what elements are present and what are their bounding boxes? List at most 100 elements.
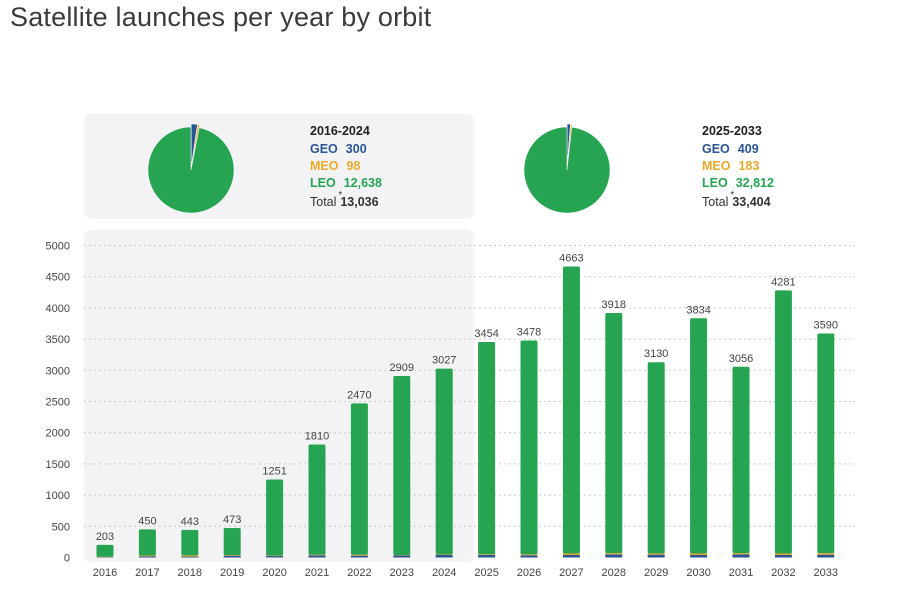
x-tick-label: 2021 [305,567,329,579]
legend-geo-value: 300 [346,142,367,156]
legend-leo-label: LEO [310,176,336,190]
pie-slice-geo [190,123,198,168]
bar-geo-2021 [308,555,326,558]
x-tick-label: 2025 [474,567,498,579]
bar-geo-2031 [732,554,750,558]
y-tick-label: 2500 [46,397,70,409]
bar-total-label-2027: 4663 [559,253,583,265]
bar-meo-2033 [817,553,835,555]
summary-period: 2016-2024 [310,124,370,138]
total-value: 13,036 [340,195,378,209]
legend-meo-label: MEO [310,159,339,173]
pie-chart-2016-2024 [147,123,235,214]
bar-leo-2027 [562,266,580,554]
y-tick-label: 3000 [46,365,70,377]
x-tick-label: 2023 [390,567,414,579]
gridlines [84,245,855,527]
bar-meo-2018 [181,555,199,557]
bar-geo-2028 [605,554,623,558]
bar-leo-2033 [817,333,835,554]
bar-geo-2029 [647,554,665,558]
y-tick-label: 4500 [46,272,70,284]
legend-meo-value: 183 [738,159,759,173]
summary-2025-2033: 2025-2033 GEO 409 MEO 183 LEO 32,812 Total *… [523,123,774,214]
bar-leo-2026 [520,340,538,555]
y-tick-label: 2000 [46,428,70,440]
bar-total-label-2019: 473 [223,514,241,526]
x-tick-label: 2030 [686,567,710,579]
x-tick-label: 2028 [602,567,626,579]
pie-slice-leo [147,126,235,214]
page-title: Satellite launches per year by orbit [10,2,432,32]
bar-total-label-2029: 3130 [644,348,668,360]
bar-geo-2027 [562,555,580,558]
bar-meo-2022 [350,554,368,556]
bar-total-label-2032: 4281 [771,276,795,288]
bar-meo-2020 [266,555,284,557]
bar-meo-2028 [605,553,623,555]
summary-2016-2024: 2016-2024 GEO 300 MEO 98 LEO 12,638 Total *1… [147,123,382,214]
bar-meo-2027 [562,553,580,556]
bar-total-label-2022: 2470 [347,389,371,401]
bar-total-label-2024: 3027 [432,355,456,367]
svg-text:Total*33,404: Total *33,404 [702,190,771,209]
bar-geo-2025 [478,555,496,558]
bar-meo-2023 [393,555,411,556]
x-tick-label: 2024 [432,567,456,579]
bar-total-label-2026: 3478 [517,326,541,338]
bar-leo-2030 [690,318,708,554]
legend-leo-value: 12,638 [344,176,382,190]
legend-geo-label: GEO [310,142,338,156]
legend-leo-value: 32,812 [736,176,774,190]
bar-total-label-2017: 450 [138,515,156,527]
x-axis: 2016 2017 2018 2019 2020 2021 2022 2023 2024 2025… [93,567,838,579]
pie-slice-leo [523,126,611,214]
bar-leo-2022 [350,403,368,555]
bar-geo-2030 [690,555,708,558]
summary-panel-2016-2024 [85,114,473,217]
total-footnote-mark: * [338,190,342,201]
bar-total-label-2025: 3454 [474,328,498,340]
bar-geo-2020 [266,555,284,558]
x-tick-label: 2018 [178,567,202,579]
bar-leo-2018 [181,529,199,556]
y-tick-label: 1500 [46,459,70,471]
bar-leo-2028 [605,313,623,554]
bar-meo-2031 [732,553,750,555]
bar-total-label-2020: 1251 [262,465,286,477]
legend-meo-value: 98 [346,159,360,173]
bar-geo-2018 [181,556,199,558]
x-tick-label: 2027 [559,567,583,579]
svg-text:Total*13,036: Total *13,036 [310,190,379,209]
y-tick-label: 1000 [46,490,70,502]
bar-leo-2025 [478,341,496,555]
bar-leo-2023 [393,375,411,556]
summary-period: 2025-2033 [702,124,762,138]
bar-leo-2032 [774,290,792,554]
bar-leo-2020 [266,479,284,556]
x-tick-label: 2033 [814,567,838,579]
bar-leo-2017 [138,529,156,556]
x-tick-label: 2031 [729,567,753,579]
bar-meo-2032 [774,553,792,556]
bar-total-label-2023: 2909 [390,362,414,374]
x-tick-label: 2029 [644,567,668,579]
x-tick-label: 2026 [517,567,541,579]
bar-leo-2029 [647,362,665,554]
bar-total-label-2031: 3056 [729,353,753,365]
bar-meo-2019 [223,555,241,556]
bar-total-label-2030: 3834 [686,304,710,316]
x-tick-label: 2017 [135,567,159,579]
x-tick-label: 2020 [262,567,286,579]
bar-meo-2016 [96,556,114,558]
bar-leo-2019 [223,527,241,556]
bar-meo-2030 [690,553,708,556]
bar-leo-2016 [96,544,114,557]
total-footnote-mark: * [730,190,734,201]
bar-meo-2025 [478,554,496,556]
x-tick-label: 2016 [93,567,117,579]
bars: 203 450 443 473 1251 1810 2470 2909 3027 3454 3478… [96,253,838,558]
pie-chart-2025-2033 [523,123,611,214]
bar-meo-2021 [308,554,326,556]
